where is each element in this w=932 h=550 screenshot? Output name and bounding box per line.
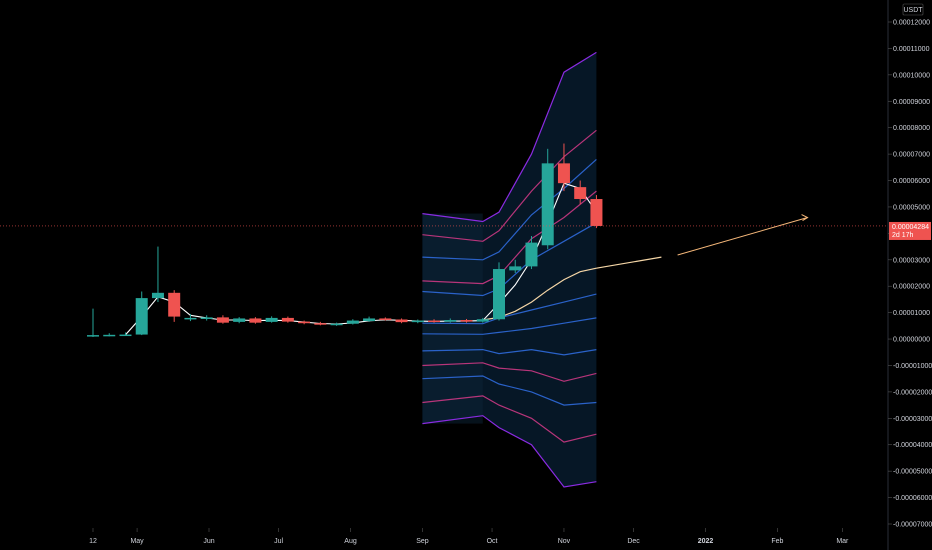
y-tick-label: 0.00008000 — [893, 125, 930, 132]
candle-body[interactable] — [184, 318, 196, 320]
candle-body[interactable] — [444, 320, 456, 322]
candle-body[interactable] — [314, 323, 326, 325]
x-tick-label: Aug — [344, 538, 357, 545]
candle-body[interactable] — [525, 243, 537, 267]
candle-body[interactable] — [233, 318, 245, 321]
y-tick-label: 0.00009000 — [893, 99, 930, 106]
candle-body[interactable] — [201, 317, 213, 319]
candle-body[interactable] — [168, 293, 180, 317]
candle-body[interactable] — [119, 335, 131, 337]
x-tick-label: May — [130, 538, 144, 545]
candle-body[interactable] — [493, 269, 505, 319]
candle-body[interactable] — [136, 298, 148, 334]
y-tick-label: -0.00006000 — [893, 495, 932, 502]
x-tick-label: Feb — [771, 538, 783, 545]
y-tick-label: -0.00007000 — [893, 522, 932, 529]
x-tick-label: Nov — [558, 538, 571, 545]
candle-body[interactable] — [558, 163, 570, 183]
x-tick-label: Mar — [836, 538, 849, 545]
candle-body[interactable] — [249, 318, 261, 322]
candle-body[interactable] — [87, 335, 99, 337]
x-tick-label: 2022 — [698, 538, 714, 545]
last-price-tag: 0.00004284 2d 17h — [889, 222, 931, 240]
last-price-countdown: 2d 17h — [892, 232, 914, 239]
last-price-value: 0.00004284 — [892, 224, 929, 231]
y-tick-label: 0.00003000 — [893, 257, 930, 264]
x-tick-label: Jun — [203, 538, 214, 545]
x-tick-label: Dec — [627, 538, 640, 545]
y-tick-label: 0.00000000 — [893, 337, 930, 344]
candle-body[interactable] — [590, 199, 602, 226]
candle-body[interactable] — [266, 318, 278, 322]
y-tick-label: -0.00004000 — [893, 442, 932, 449]
candle-body[interactable] — [363, 318, 375, 321]
y-tick-label: 0.00007000 — [893, 152, 930, 159]
y-tick-label: -0.00001000 — [893, 363, 932, 370]
y-tick-label: 0.00010000 — [893, 72, 930, 79]
candle-body[interactable] — [461, 320, 473, 322]
candle-body[interactable] — [347, 321, 359, 324]
x-tick-label: Sep — [416, 538, 429, 545]
x-tick-label: Oct — [487, 538, 498, 545]
candle-body[interactable] — [379, 318, 391, 320]
y-tick-label: -0.00002000 — [893, 389, 932, 396]
currency-label-text: USDT — [903, 7, 923, 14]
y-tick-label: -0.00005000 — [893, 469, 932, 476]
candle-body[interactable] — [509, 266, 521, 270]
candle-body[interactable] — [298, 322, 310, 324]
band-region-shade — [422, 214, 482, 424]
y-tick-label: 0.00012000 — [893, 20, 930, 27]
candle-body[interactable] — [428, 321, 440, 323]
y-tick-label: 0.00011000 — [893, 46, 930, 53]
y-tick-label: 0.00005000 — [893, 204, 930, 211]
x-tick-label: 12 — [89, 538, 97, 545]
candle-body[interactable] — [282, 318, 294, 322]
candle-body[interactable] — [103, 335, 115, 337]
candle-body[interactable] — [217, 317, 229, 322]
candle-body[interactable] — [152, 293, 164, 298]
candle-body[interactable] — [331, 324, 343, 326]
candle-body[interactable] — [412, 321, 424, 323]
currency-label: USDT — [903, 4, 923, 15]
candle-body[interactable] — [542, 163, 554, 245]
y-tick-label: -0.00003000 — [893, 416, 932, 423]
candle-body[interactable] — [574, 187, 586, 199]
y-tick-label: 0.00006000 — [893, 178, 930, 185]
x-tick-label: Jul — [274, 538, 283, 545]
y-tick-label: 0.00002000 — [893, 284, 930, 291]
candle-body[interactable] — [396, 320, 408, 323]
y-tick-label: 0.00001000 — [893, 310, 930, 317]
candle-body[interactable] — [477, 319, 489, 321]
